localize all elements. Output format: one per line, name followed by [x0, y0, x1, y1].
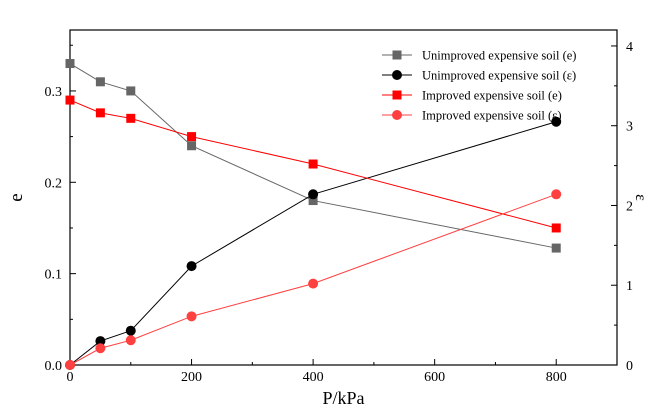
y-axis-label: e — [6, 193, 27, 201]
data-point — [95, 343, 106, 354]
y2-tick-label: 1 — [626, 279, 633, 294]
data-point — [125, 335, 136, 346]
series-line — [69, 99, 557, 229]
y2-tick-label: 4 — [626, 40, 633, 55]
data-point — [65, 95, 75, 105]
data-point — [126, 86, 136, 96]
data-point — [551, 223, 561, 233]
data-point — [65, 59, 75, 69]
series-2 — [65, 95, 561, 233]
data-point — [308, 196, 318, 206]
data-point — [65, 360, 75, 370]
legend-label: Improved expensive soil (e) — [422, 89, 562, 103]
x-tick-label: 200 — [181, 370, 202, 385]
series-line — [69, 63, 557, 249]
y2-tick-label: 0 — [626, 359, 633, 374]
data-point — [126, 113, 136, 123]
series-3 — [65, 189, 562, 370]
data-point — [308, 159, 318, 169]
x-tick-label: 0 — [67, 370, 74, 385]
series-1 — [65, 116, 562, 370]
data-point — [187, 141, 197, 151]
legend-marker — [392, 90, 402, 100]
legend: Unimproved expensive soil (e) Unimproved … — [382, 49, 576, 123]
y-tick-label: 0.2 — [45, 176, 63, 191]
data-point — [551, 243, 561, 253]
series-group — [65, 59, 562, 370]
axes-group: 0 200 400 600 800 0.0 0.1 0.2 0.3 0 1 2 3 4 — [45, 40, 634, 385]
legend-label: Improved expensive soil (ε) — [422, 109, 562, 123]
y-tick-label: 0.0 — [45, 359, 63, 374]
x-tick-label: 400 — [303, 370, 324, 385]
series-line — [69, 121, 557, 366]
data-point — [187, 132, 197, 142]
series-0 — [65, 59, 561, 253]
data-point — [186, 261, 197, 272]
data-point — [125, 325, 136, 336]
legend-marker — [392, 50, 402, 60]
x-tick-label: 600 — [424, 370, 445, 385]
plot-frame — [69, 29, 618, 366]
data-point — [95, 77, 105, 87]
data-point — [308, 189, 319, 200]
y2-axis-label: ε — [632, 194, 648, 201]
data-point — [95, 336, 106, 347]
y2-tick-label: 2 — [626, 199, 633, 214]
data-point — [551, 189, 562, 200]
legend-label: Unimproved expensive soil (ε) — [422, 69, 576, 83]
y-tick-label: 0.1 — [45, 268, 63, 283]
series-line — [69, 193, 557, 366]
data-point — [308, 278, 319, 289]
y2-tick-label: 3 — [626, 120, 633, 135]
legend-label: Unimproved expensive soil (e) — [422, 49, 576, 63]
x-axis-label: P/kPa — [322, 388, 364, 408]
legend-marker — [392, 70, 402, 80]
data-point — [95, 108, 105, 118]
data-point — [551, 116, 562, 127]
legend-marker — [392, 110, 402, 120]
y-tick-label: 0.3 — [45, 85, 63, 100]
x-tick-label: 800 — [546, 370, 567, 385]
data-point — [186, 311, 197, 322]
